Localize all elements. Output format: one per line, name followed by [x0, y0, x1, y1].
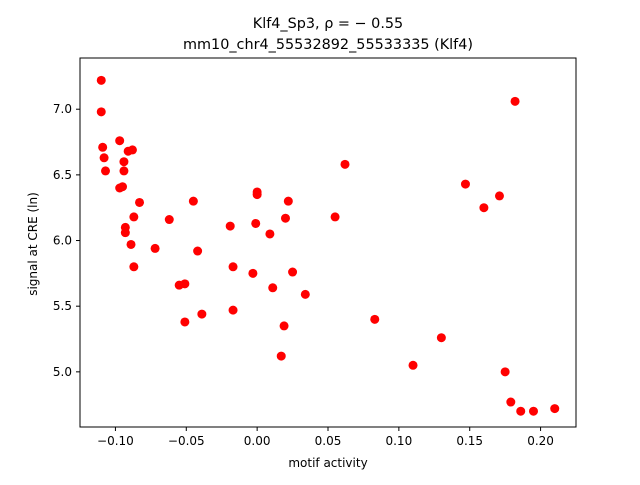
data-point — [228, 305, 238, 315]
data-point — [460, 179, 470, 189]
x-tick-label: 0.15 — [456, 434, 483, 448]
data-point — [265, 229, 275, 239]
data-point — [118, 182, 128, 192]
data-point — [135, 197, 145, 207]
data-points — [96, 75, 560, 416]
data-point — [330, 212, 340, 222]
data-point — [528, 406, 538, 416]
x-tick-label: 0.10 — [385, 434, 412, 448]
data-point — [252, 190, 262, 200]
data-point — [99, 153, 109, 163]
chart-title-line2: mm10_chr4_55532892_55533335 (Klf4) — [183, 37, 473, 53]
data-point — [150, 243, 160, 253]
x-tick-label: −0.05 — [168, 434, 205, 448]
data-point — [119, 157, 129, 167]
data-point — [288, 267, 298, 277]
data-point — [436, 333, 446, 343]
data-point — [129, 212, 139, 222]
data-point — [276, 351, 286, 361]
chart-title-line1: Klf4_Sp3, ρ = − 0.55 — [253, 16, 403, 32]
data-point — [268, 283, 278, 293]
data-point — [340, 159, 350, 169]
data-point — [115, 136, 125, 146]
data-point — [510, 96, 520, 106]
data-point — [279, 321, 289, 331]
data-point — [96, 107, 106, 117]
data-point — [126, 239, 136, 249]
data-point — [516, 406, 526, 416]
data-point — [251, 218, 261, 228]
data-point — [408, 360, 418, 370]
data-point — [197, 309, 207, 319]
x-axis-label: motif activity — [288, 456, 367, 470]
x-tick-label: −0.10 — [97, 434, 134, 448]
y-tick-label: 5.0 — [53, 365, 72, 379]
y-tick-label: 5.5 — [53, 299, 72, 313]
data-point — [98, 142, 108, 152]
data-point — [96, 75, 106, 85]
y-tick-label: 7.0 — [53, 102, 72, 116]
data-point — [280, 213, 290, 223]
axis-ticks: −0.10 −0.05 0.00 0.05 0.10 0.15 0.20 5.0 5.5 6.0 6… — [53, 102, 554, 448]
data-point — [164, 215, 174, 225]
data-point — [370, 314, 380, 324]
y-tick-label: 6.5 — [53, 168, 72, 182]
data-point — [193, 246, 203, 256]
data-point — [479, 203, 489, 213]
data-point — [180, 279, 190, 289]
data-point — [500, 367, 510, 377]
data-point — [550, 404, 560, 414]
x-tick-label: 0.20 — [527, 434, 554, 448]
data-point — [225, 221, 235, 231]
data-point — [188, 196, 198, 206]
data-point — [248, 268, 258, 278]
data-point — [127, 145, 137, 155]
data-point — [506, 397, 516, 407]
data-point — [129, 262, 139, 272]
y-axis-label: signal at CRE (ln) — [26, 192, 40, 296]
data-point — [283, 196, 293, 206]
data-point — [120, 228, 130, 238]
data-point — [494, 191, 504, 201]
data-point — [228, 262, 238, 272]
data-point — [180, 317, 190, 327]
x-tick-label: 0.00 — [244, 434, 271, 448]
plot-area-frame — [79, 57, 577, 428]
y-tick-label: 6.0 — [53, 234, 72, 248]
data-point — [300, 289, 310, 299]
x-tick-label: 0.05 — [315, 434, 342, 448]
data-point — [119, 166, 129, 176]
data-point — [101, 166, 111, 176]
